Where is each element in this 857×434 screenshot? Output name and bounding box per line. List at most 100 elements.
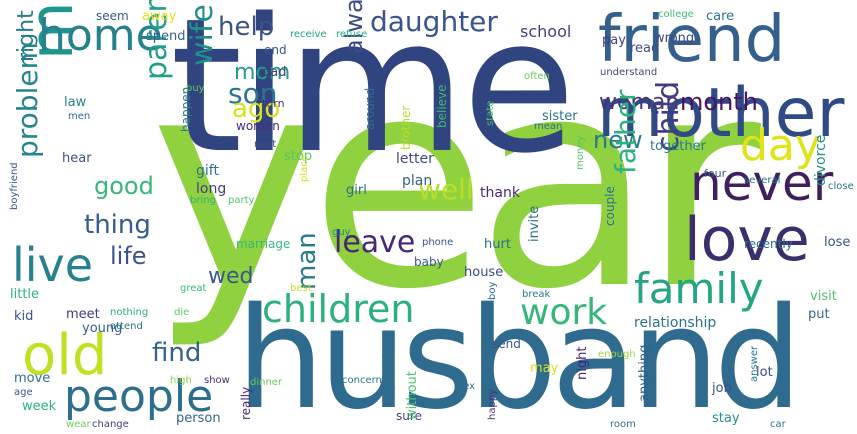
word: refuse: [336, 29, 368, 40]
word: concern: [342, 375, 382, 386]
word: party: [228, 195, 255, 206]
word: couple: [603, 186, 617, 226]
word: new: [593, 126, 643, 154]
word: around: [363, 87, 377, 130]
word: baby: [414, 255, 444, 269]
word: woman: [599, 90, 680, 115]
word: phone: [422, 237, 454, 248]
word: happen: [179, 86, 193, 132]
word: person: [176, 411, 221, 426]
word: nothing: [110, 307, 149, 318]
word: sex: [458, 381, 476, 392]
word: girl: [346, 183, 367, 198]
word: young: [82, 321, 123, 336]
word: car: [770, 419, 786, 430]
word: well: [418, 173, 474, 206]
word: die: [174, 307, 190, 318]
word: problem: [11, 42, 44, 158]
word: enough: [598, 349, 636, 360]
word: people: [64, 371, 214, 422]
word: visit: [810, 289, 837, 304]
word: letter: [396, 151, 434, 167]
word: help: [218, 12, 275, 42]
word: stay: [712, 411, 740, 426]
word: time: [170, 0, 576, 194]
word: relationship: [634, 315, 717, 331]
word: always: [340, 0, 368, 54]
word: recently: [744, 237, 793, 251]
word: month: [680, 88, 758, 116]
word: live: [12, 238, 94, 292]
word: never: [690, 154, 834, 212]
word: hurt: [484, 237, 511, 252]
word: life: [110, 242, 147, 270]
word: mom: [234, 60, 291, 85]
word: high: [170, 375, 192, 386]
word: without: [405, 371, 420, 420]
word: move: [14, 371, 51, 386]
word: next: [254, 139, 277, 150]
word: age: [14, 387, 33, 398]
word: four: [704, 167, 727, 180]
word: wed: [208, 264, 254, 289]
word: wear: [66, 419, 91, 430]
word: guy: [332, 227, 351, 238]
word: friend: [598, 3, 786, 77]
word: sister: [542, 109, 578, 124]
word: boy: [487, 281, 498, 300]
word: stop: [284, 149, 313, 164]
word: man: [292, 232, 322, 290]
word: several: [744, 175, 781, 186]
word: may: [530, 361, 559, 376]
word: often: [524, 71, 550, 82]
word: put: [808, 307, 830, 322]
word: leave: [334, 225, 416, 260]
word: mother: [597, 74, 845, 153]
word: show: [204, 375, 230, 386]
word: care: [706, 9, 735, 24]
word: close: [828, 181, 854, 192]
word: end: [264, 43, 287, 57]
word: understand: [600, 67, 658, 78]
word: law: [64, 95, 87, 110]
word: dinner: [250, 377, 283, 388]
word: lose: [824, 235, 851, 250]
word: family: [634, 264, 764, 313]
word: gift: [196, 163, 219, 179]
word: turn: [262, 97, 285, 110]
word: dad: [262, 65, 287, 80]
word: happy: [487, 388, 498, 420]
word: receive: [290, 29, 327, 40]
word: wrong: [654, 31, 695, 46]
word: home: [38, 10, 163, 61]
word: boyfriend: [9, 162, 20, 210]
word: mean: [534, 121, 563, 132]
word: husband: [236, 278, 803, 434]
word: sure: [396, 409, 422, 423]
word: bring: [190, 195, 216, 206]
word: kid: [14, 309, 34, 324]
word: meet: [66, 307, 100, 322]
word: brother: [399, 105, 413, 150]
word: find: [152, 338, 202, 368]
word: school: [520, 22, 572, 41]
word: believe: [435, 84, 449, 128]
word: divorce: [813, 134, 829, 186]
word: old: [22, 323, 108, 388]
word: love: [684, 205, 810, 275]
word: work: [520, 292, 608, 333]
word: great: [180, 283, 207, 294]
word: away: [142, 9, 177, 24]
word: question: [381, 337, 396, 394]
word: year: [150, 16, 761, 353]
word: attend: [110, 321, 143, 332]
word: wife: [185, 4, 220, 66]
word: daughter: [370, 5, 498, 38]
word: college: [658, 9, 694, 20]
word: invite: [527, 205, 542, 242]
word: pay: [602, 33, 626, 48]
word: room: [610, 419, 636, 430]
word: plan: [402, 173, 433, 189]
word: day: [740, 120, 821, 171]
